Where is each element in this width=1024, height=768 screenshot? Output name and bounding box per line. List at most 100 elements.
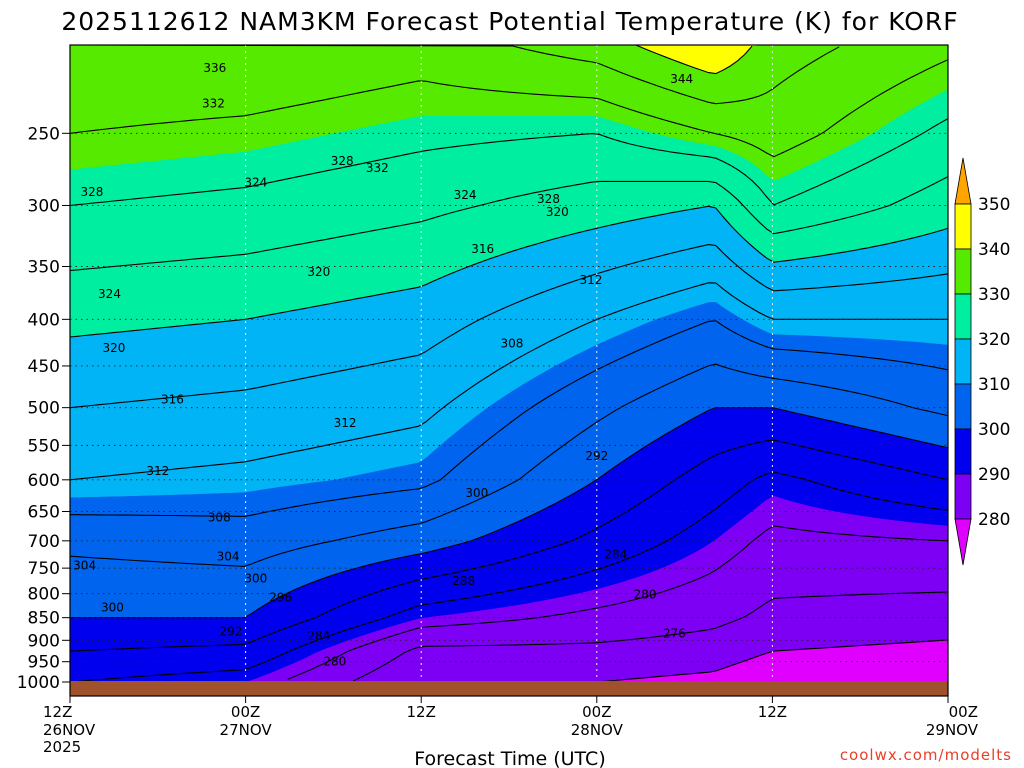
colorbar-segment xyxy=(954,248,972,295)
contour-324 xyxy=(70,176,948,272)
colorbar-label: 310 xyxy=(978,375,1010,395)
x-tick-label: 12Z xyxy=(43,703,72,721)
x-tick-label: 00Z xyxy=(231,703,260,721)
y-axis-pressure: 2503003504004505005506006507007508008509… xyxy=(17,124,70,693)
contour-label: 312 xyxy=(146,464,169,478)
contour-label: 332 xyxy=(366,161,389,175)
contour-284 xyxy=(352,591,948,682)
contour-label: 332 xyxy=(202,97,225,111)
y-tick-label: 700 xyxy=(28,532,60,552)
contour-304 xyxy=(70,363,948,567)
contour-292 xyxy=(77,471,948,682)
contour-label: 324 xyxy=(98,287,121,301)
contour-label: 320 xyxy=(307,265,330,279)
contour-label: 328 xyxy=(537,192,560,206)
colorbar-label: 340 xyxy=(978,240,1010,260)
y-tick-label: 600 xyxy=(28,471,60,491)
contour-label: 328 xyxy=(331,154,354,168)
contour-296 xyxy=(70,439,948,652)
contour-label: 300 xyxy=(465,486,488,500)
y-tick-label: 750 xyxy=(28,559,60,579)
colorbar-label: 300 xyxy=(978,420,1010,440)
contour-label: 316 xyxy=(471,242,494,256)
y-tick-label: 500 xyxy=(28,399,60,419)
contour-label: 284 xyxy=(604,548,627,562)
contour-label: 344 xyxy=(670,72,693,86)
contour-308 xyxy=(70,320,948,517)
contour-label: 292 xyxy=(220,624,243,638)
x-tick-label: 27NOV xyxy=(220,721,273,739)
contour-label: 312 xyxy=(334,416,357,430)
colorbar-segment xyxy=(954,428,972,475)
contour-label: 288 xyxy=(452,574,475,588)
chart-title: 2025112612 NAM3KM Forecast Potential Tem… xyxy=(61,7,958,36)
x-tick-label: 00Z xyxy=(582,703,611,721)
contour-336 xyxy=(84,45,840,105)
contour-280 xyxy=(599,639,948,683)
contour-label: 324 xyxy=(244,175,267,189)
contour-label: 308 xyxy=(500,336,523,350)
contour-300 xyxy=(70,407,948,619)
contour-label: 304 xyxy=(73,558,96,572)
x-tick-label: 2025 xyxy=(43,738,81,756)
contour-label: 280 xyxy=(634,588,657,602)
y-tick-label: 300 xyxy=(28,196,60,216)
contour-label: 276 xyxy=(663,627,686,641)
colorbar-label: 280 xyxy=(978,510,1010,530)
y-tick-label: 900 xyxy=(28,631,60,651)
theta-color-bands xyxy=(70,45,948,683)
y-tick-label: 350 xyxy=(28,257,60,277)
contour-label: 316 xyxy=(161,393,184,407)
colorbar-label: 320 xyxy=(978,330,1010,350)
contour-332 xyxy=(70,59,948,158)
contour-label: 296 xyxy=(269,591,292,605)
y-tick-label: 250 xyxy=(28,124,60,144)
contour-labels: 3363323443283243283323243203283203163123… xyxy=(73,61,693,669)
y-tick-label: 550 xyxy=(28,436,60,456)
x-tick-label: 12Z xyxy=(758,703,787,721)
colorbar-segment xyxy=(954,203,972,250)
contour-label: 280 xyxy=(323,655,346,669)
contour-316 xyxy=(70,244,948,409)
plot-frame xyxy=(69,44,949,697)
contour-label: 300 xyxy=(101,600,124,614)
contour-label: 292 xyxy=(585,449,608,463)
theta-band-6 xyxy=(70,45,948,182)
plot-area: 3363323443283243283323243203283203163123… xyxy=(69,44,949,697)
x-tick-label: 29NOV xyxy=(926,721,979,739)
x-tick-label: 28NOV xyxy=(571,721,624,739)
colorbar-bottom-arrow xyxy=(954,518,972,566)
colorbar-segment xyxy=(954,473,972,520)
y-tick-label: 650 xyxy=(28,503,60,523)
contour-328 xyxy=(70,118,948,207)
contour-320 xyxy=(70,205,948,338)
colorbar-segment xyxy=(954,293,972,340)
y-tick-label: 800 xyxy=(28,585,60,605)
contour-label: 300 xyxy=(244,572,267,586)
y-tick-label: 400 xyxy=(28,310,60,330)
colorbar-top-arrow xyxy=(954,157,972,205)
colorbar: 350 340 330 320 310 300 290 280 xyxy=(954,157,1010,566)
colorbar-segment xyxy=(954,383,972,430)
x-tick-label: 26NOV xyxy=(43,721,96,739)
y-tick-label: 850 xyxy=(28,609,60,629)
colorbar-label: 330 xyxy=(978,285,1010,305)
contour-label: 312 xyxy=(579,273,602,287)
credit-text: coolwx.com/modelts xyxy=(840,746,1012,764)
x-tick-label: 12Z xyxy=(407,703,436,721)
y-tick-label: 1000 xyxy=(17,673,60,693)
colorbar-label: 290 xyxy=(978,465,1010,485)
contour-label: 308 xyxy=(208,511,231,525)
ground-strip xyxy=(70,681,948,696)
contour-label: 284 xyxy=(307,629,330,643)
contour-340 xyxy=(635,45,753,75)
x-tick-label: 00Z xyxy=(949,703,978,721)
colorbar-segment xyxy=(954,338,972,385)
y-tick-label: 950 xyxy=(28,653,60,673)
contour-288 xyxy=(287,525,948,680)
x-axis-label: Forecast Time (UTC) xyxy=(414,748,605,768)
theta-contour-lines xyxy=(70,45,948,683)
contour-label: 324 xyxy=(454,188,477,202)
